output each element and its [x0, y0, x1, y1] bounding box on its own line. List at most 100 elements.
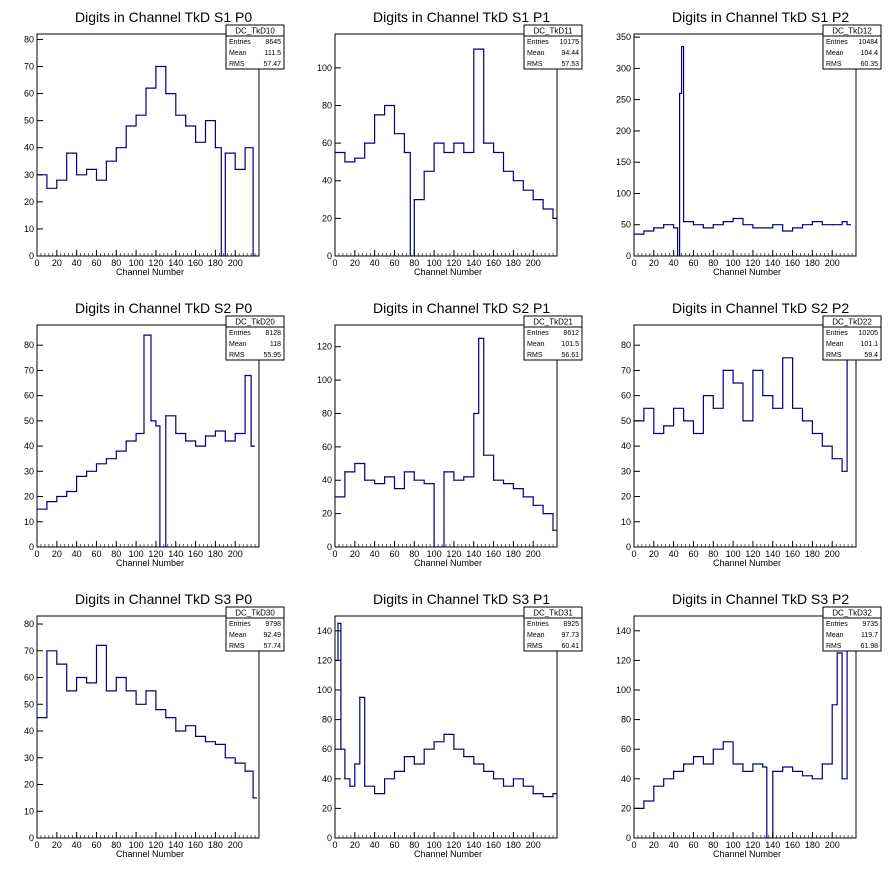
- data-point: [762, 766, 764, 768]
- x-tick-label: 20: [350, 840, 360, 850]
- data-point: [473, 412, 475, 415]
- data-point: [542, 208, 544, 210]
- x-tick-label: 40: [669, 258, 679, 268]
- y-tick-label: 60: [322, 442, 332, 452]
- data-point: [692, 756, 695, 758]
- histogram-svg: Digits in Channel TkD S3 P2 0 20 40 60 80 100 1…: [616, 591, 882, 859]
- y-tick-label: 10: [621, 517, 631, 527]
- data-point: [204, 435, 207, 437]
- data-point: [175, 432, 177, 435]
- x-tick-label: 200: [526, 258, 541, 268]
- histogram-panel-dc_tkd21: Digits in Channel TkD S2 P1 0 20 40 60 80 100 1…: [298, 291, 596, 582]
- y-tick-label: 120: [317, 655, 332, 665]
- stats-label: Entries: [229, 39, 251, 46]
- x-tick-label: 20: [350, 549, 360, 559]
- data-point: [165, 93, 167, 95]
- data-point: [831, 704, 833, 706]
- data-point: [683, 420, 685, 422]
- data-point: [195, 445, 197, 447]
- data-point: [195, 735, 197, 737]
- stats-label: Entries: [229, 621, 251, 628]
- data-point: [413, 199, 415, 201]
- stats-box-name: DC_TkD12: [832, 27, 872, 36]
- data-point: [403, 471, 405, 473]
- data-point: [552, 529, 554, 531]
- x-tick-label: 80: [708, 840, 718, 850]
- panel-title: Digits in Channel TkD S1 P2: [672, 9, 849, 25]
- data-point: [195, 141, 197, 143]
- stats-label: Entries: [826, 330, 848, 337]
- y-tick-label: 10: [24, 517, 34, 527]
- data-point: [801, 775, 804, 777]
- histogram-svg: Digits in Channel TkD S3 P1 0 20 40 60 80 100 1…: [317, 591, 583, 859]
- data-point: [234, 432, 236, 435]
- y-tick-label: 80: [322, 100, 332, 110]
- data-point: [204, 741, 207, 743]
- data-point: [175, 114, 177, 116]
- x-tick-label: 40: [72, 549, 82, 559]
- x-axis-label: Channel Number: [713, 267, 781, 277]
- data-point: [337, 622, 339, 624]
- stats-value: 8925: [563, 621, 579, 628]
- histogram-svg: Digits in Channel TkD S1 P2 0 20 40 60 80 100 1…: [616, 9, 882, 277]
- data-point: [185, 125, 187, 127]
- x-tick-label: 0: [34, 258, 39, 268]
- x-tick-label: 20: [649, 549, 659, 559]
- data-point: [374, 114, 376, 116]
- y-tick-label: 20: [322, 213, 332, 223]
- x-tick-label: 100: [427, 549, 442, 559]
- data-point: [512, 488, 514, 490]
- data-point: [811, 778, 813, 780]
- x-tick-label: 160: [188, 840, 203, 850]
- y-tick-label: 0: [29, 542, 34, 552]
- x-tick-label: 140: [168, 549, 183, 559]
- data-point: [643, 230, 645, 232]
- stats-value: 8612: [563, 330, 579, 337]
- x-tick-label: 40: [669, 840, 679, 850]
- x-axis-label: Channel Number: [116, 267, 184, 277]
- y-tick-label: 40: [322, 774, 332, 784]
- data-point: [66, 690, 68, 692]
- x-tick-label: 60: [688, 549, 698, 559]
- data-point: [792, 407, 794, 409]
- data-point: [712, 407, 714, 409]
- x-tick-label: 60: [389, 840, 399, 850]
- data-point: [115, 450, 117, 452]
- histogram-svg: Digits in Channel TkD S2 P00 20 40 60 80 100 1…: [24, 300, 285, 568]
- data-point: [712, 748, 714, 750]
- x-tick-label: 40: [669, 549, 679, 559]
- histogram-panel-dc_tkd20: Digits in Channel TkD S2 P0 0 20 40 60 80 100 1…: [0, 291, 298, 582]
- x-tick-label: 200: [228, 840, 243, 850]
- y-tick-label: 0: [327, 251, 332, 261]
- x-tick-label: 20: [649, 258, 659, 268]
- data-point: [374, 483, 376, 485]
- x-tick-label: 120: [148, 549, 163, 559]
- stats-box-name: DC_TkD21: [533, 318, 573, 327]
- data-point: [364, 479, 366, 481]
- series-line: [37, 334, 255, 547]
- y-tick-label: 60: [24, 391, 34, 401]
- data-point: [135, 432, 137, 435]
- data-point: [105, 690, 107, 692]
- data-point: [56, 663, 58, 665]
- data-point: [354, 157, 356, 159]
- stats-value: 59.4: [864, 352, 878, 359]
- y-tick-label: 60: [322, 138, 332, 148]
- data-point: [752, 227, 754, 229]
- x-tick-label: 80: [111, 840, 121, 850]
- data-point: [453, 748, 455, 750]
- y-tick-label: 20: [322, 803, 332, 813]
- data-point: [633, 233, 635, 235]
- y-tick-label: 50: [621, 416, 631, 426]
- stats-label: Mean: [229, 632, 247, 639]
- y-tick-label: 10: [24, 806, 34, 816]
- data-point: [792, 770, 794, 772]
- stats-label: Entries: [527, 621, 549, 628]
- histogram-panel-dc_tkd30: Digits in Channel TkD S3 P0 0 20 40 60 80 100 1…: [0, 582, 298, 873]
- x-axis-label: Channel Number: [713, 558, 781, 568]
- y-tick-label: 20: [621, 492, 631, 502]
- data-point: [831, 458, 833, 460]
- data-point: [155, 65, 157, 68]
- x-tick-label: 180: [506, 840, 521, 850]
- y-tick-label: 80: [621, 715, 631, 725]
